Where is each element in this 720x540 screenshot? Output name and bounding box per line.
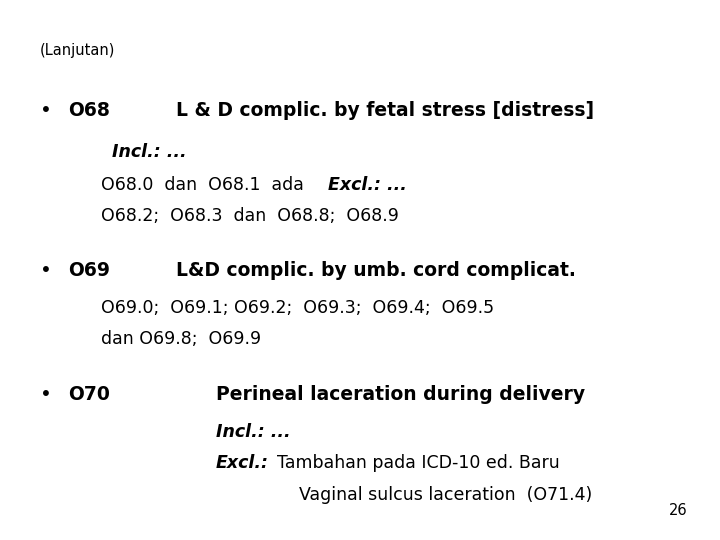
Text: •: • xyxy=(40,101,51,120)
Text: Excl.:: Excl.: xyxy=(216,454,269,472)
Text: O70: O70 xyxy=(68,384,110,404)
Text: O68.2;  O68.3  dan  O68.8;  O68.9: O68.2; O68.3 dan O68.8; O68.9 xyxy=(101,207,399,225)
Text: dan O69.8;  O69.9: dan O69.8; O69.9 xyxy=(101,330,261,348)
Text: Excl.: ...: Excl.: ... xyxy=(328,176,407,194)
Text: Vaginal sulcus laceration  (O71.4): Vaginal sulcus laceration (O71.4) xyxy=(299,485,592,504)
Text: 26: 26 xyxy=(669,503,688,518)
Text: Incl.: ...: Incl.: ... xyxy=(216,423,291,441)
Text: O68: O68 xyxy=(68,101,110,120)
Text: O69.0;  O69.1; O69.2;  O69.3;  O69.4;  O69.5: O69.0; O69.1; O69.2; O69.3; O69.4; O69.5 xyxy=(101,299,494,317)
Text: Perineal laceration during delivery: Perineal laceration during delivery xyxy=(216,384,585,404)
Text: Tambahan pada ICD-10 ed. Baru: Tambahan pada ICD-10 ed. Baru xyxy=(277,454,560,472)
Text: L&D complic. by umb. cord complicat.: L&D complic. by umb. cord complicat. xyxy=(176,260,576,280)
Text: •: • xyxy=(40,384,51,404)
Text: Incl.: ...: Incl.: ... xyxy=(112,143,186,161)
Text: L & D complic. by fetal stress [distress]: L & D complic. by fetal stress [distress… xyxy=(176,101,595,120)
Text: O68.0  dan  O68.1  ada: O68.0 dan O68.1 ada xyxy=(101,176,315,194)
Text: •: • xyxy=(40,260,51,280)
Text: O69: O69 xyxy=(68,260,110,280)
Text: (Lanjutan): (Lanjutan) xyxy=(40,43,115,58)
